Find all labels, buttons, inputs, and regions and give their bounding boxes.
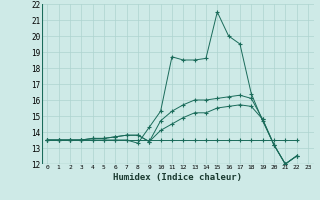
X-axis label: Humidex (Indice chaleur): Humidex (Indice chaleur) (113, 173, 242, 182)
